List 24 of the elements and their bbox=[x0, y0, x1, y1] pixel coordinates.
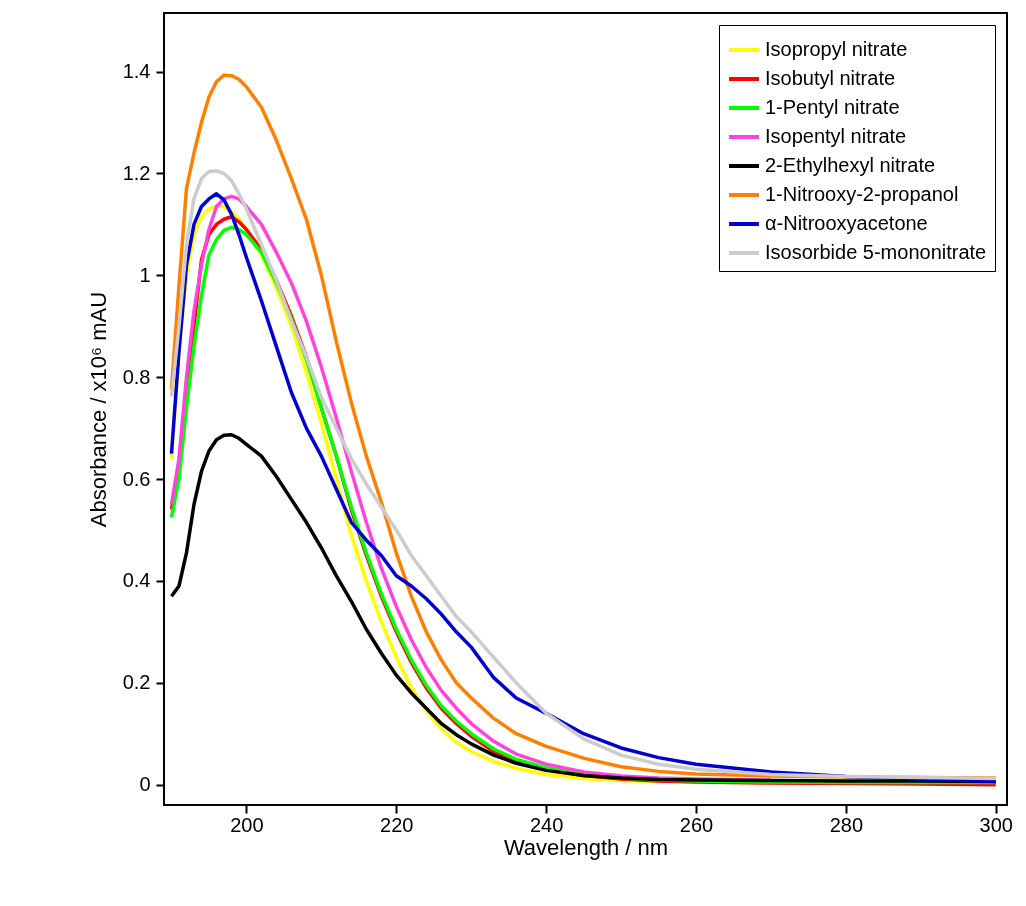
legend-label: 1-Nitrooxy-2-propanol bbox=[765, 183, 959, 205]
x-tick-label: 240 bbox=[529, 813, 564, 836]
legend-label: Isopentyl nitrate bbox=[765, 125, 907, 147]
y-tick-label: 1 bbox=[139, 263, 151, 286]
y-tick-label: 1.2 bbox=[122, 161, 151, 184]
x-tick-label: 300 bbox=[979, 813, 1013, 836]
y-tick-label: 0.8 bbox=[122, 365, 151, 388]
legend-label: 1-Pentyl nitrate bbox=[765, 96, 900, 118]
legend-label: Isopropyl nitrate bbox=[765, 38, 908, 60]
legend-label: Isobutyl nitrate bbox=[765, 67, 896, 89]
y-tick-label: 1.4 bbox=[122, 60, 151, 83]
x-axis-title: Wavelength / nm bbox=[503, 834, 669, 860]
x-tick-label: 260 bbox=[679, 813, 714, 836]
legend-label: 2-Ethylhexyl nitrate bbox=[765, 154, 936, 176]
y-tick-label: 0.6 bbox=[122, 467, 151, 490]
x-tick-label: 280 bbox=[829, 813, 864, 836]
x-tick-label: 200 bbox=[230, 813, 264, 836]
y-tick-label: 0.2 bbox=[122, 671, 151, 694]
y-tick-label: 0.4 bbox=[122, 569, 151, 592]
legend-label: Isosorbide 5-mononitrate bbox=[765, 241, 987, 263]
x-tick-label: 220 bbox=[380, 813, 414, 836]
legend-label: α-Nitrooxyacetone bbox=[765, 212, 928, 234]
y-tick-label: 0 bbox=[139, 773, 151, 796]
y-axis-title: Absorbance / x10⁶ mAU bbox=[85, 291, 111, 528]
